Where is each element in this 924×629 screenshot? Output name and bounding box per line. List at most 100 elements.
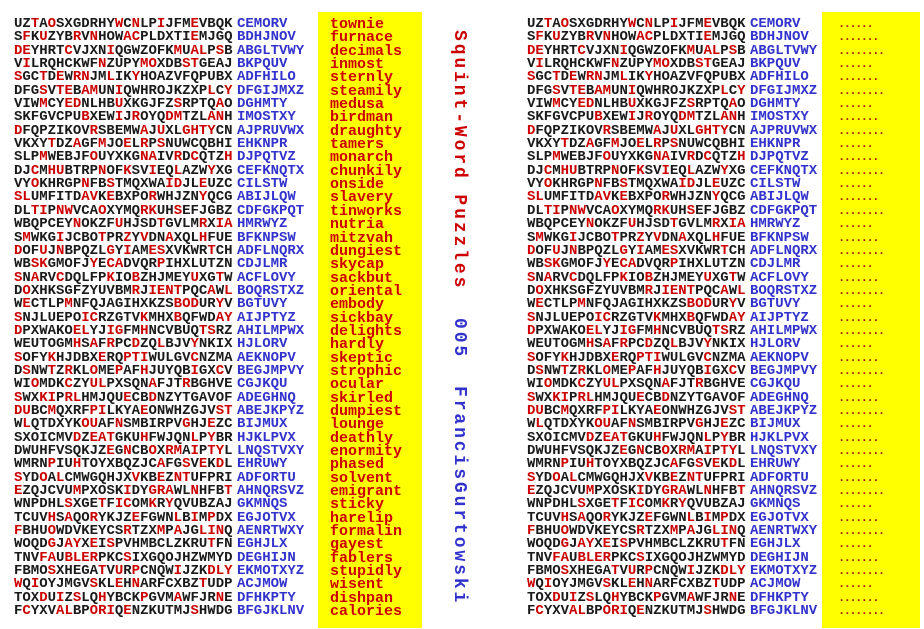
answer-dots-row: ....... [838,270,879,285]
hint-row: ABIJLQW [237,189,296,206]
hidden-word-letter: R [585,29,595,46]
hidden-word-letter: S [173,202,183,219]
hidden-word-letter: I [619,322,628,339]
hidden-word-letter: Y [165,496,174,513]
hidden-word-letter: A [703,42,712,59]
letter-row: FBMOSXHEGATVURPCNQWIJZKDLY [14,563,233,580]
answer-dots-row: ...... [838,297,874,312]
answer-dots-row: ...... [838,177,874,192]
hidden-word-letter: B [686,309,696,326]
hidden-word-letter: N [81,69,90,86]
hidden-word-letter: Y [737,563,746,580]
hidden-word-letter: S [156,242,166,259]
hint-row: ADFHILO [237,69,296,86]
hidden-word-letter: I [114,496,124,513]
hint-row: EHKNPR [750,136,801,153]
hidden-word-letter: W [14,576,23,593]
answer-word: dungiest [330,242,403,260]
hidden-word-letter: O [560,16,570,32]
hidden-word-letter: U [190,269,199,286]
hidden-word-letter: R [89,549,99,566]
hint-row: BEGJMPVY [237,362,305,379]
letter-row: DSNWTZRKLOMEPAFHJUYQBIGXCV [14,362,233,379]
hidden-word-letter: D [14,242,23,259]
hidden-word-letter: S [14,309,23,326]
hidden-word-letter: I [728,216,738,233]
hidden-word-letter: A [165,229,174,246]
letter-row: VYOKHRGPNFBSTMQXWAIDJLEUZC [14,176,233,193]
hidden-word-letter: L [106,69,115,86]
hidden-word-letter: A [594,82,603,99]
hidden-word-letter: G [148,483,157,500]
hidden-word-letter: L [585,549,595,566]
hint-row: CEFKNQTX [750,162,818,179]
hidden-word-letter: E [131,509,141,526]
hidden-word-letter: P [653,589,662,606]
hidden-word-letter: Y [703,336,712,353]
hint-row: ABEJKPYZ [237,402,305,419]
letter-row: DFGSVTEBAMUNIQWHROJKZXPLCY [527,82,746,99]
letter-row: DEYHRTCVJXNIQGWZOFKMUALPSB [14,42,233,59]
hidden-word-letter: E [56,69,65,86]
hidden-word-letter: O [543,176,553,193]
hidden-word-letter: I [56,229,65,246]
hidden-word-letter: K [653,309,662,326]
answer-dots-row: ....... [838,310,879,325]
hidden-word-letter: I [636,242,645,259]
hidden-word-letter: N [627,416,637,433]
hint-row: AHNQRSVZ [750,483,818,500]
hidden-word-letter: I [627,496,637,513]
hidden-word-letter: T [98,563,107,580]
hidden-word-letter: O [182,296,191,313]
hidden-word-letter: Y [198,189,208,206]
hidden-word-letter: T [560,136,570,153]
hidden-word-letter: G [627,322,637,339]
letter-row: WQIOYJMGVSKLEHNARFCXBZTUDP [14,576,233,593]
hidden-word-letter: A [720,282,729,299]
hidden-word-letter: I [47,389,57,406]
hidden-word-letter: R [198,216,208,233]
letter-row: DOXHKSGFZYUVBMRJIENTPQCAWL [527,282,746,299]
hidden-word-letter: S [14,389,23,406]
hidden-word-letter: I [569,589,578,606]
hint-row: ADFLNQRX [237,242,305,259]
hidden-word-letter: L [711,523,721,540]
hidden-word-letter: N [644,576,654,593]
hidden-word-letter: T [198,576,208,593]
hidden-word-letter: C [602,309,612,326]
hidden-word-letter: G [695,122,704,139]
hidden-word-letter: T [569,82,578,99]
hidden-word-letter: M [669,523,679,540]
hidden-word-letter: W [527,576,536,593]
hidden-word-letter: C [89,309,99,326]
hidden-word-letter: S [686,96,696,113]
hidden-word-letter: E [14,483,23,500]
answer-word: sackbut [330,269,394,287]
hidden-word-letter: G [47,536,57,553]
left-answer-panel-background [318,12,422,628]
letter-row: UZTAOSXGDRHYWCNLPIJFMEVBQK [14,16,233,32]
hidden-word-letter: T [737,402,746,419]
right-letter-grid: UZTAOSXGDRHYWCNLPIJFMEVBQK SFKUZYBRVNHOWA… [527,16,746,620]
hidden-word-letter: F [14,523,23,540]
hidden-word-letter: N [611,162,620,179]
hidden-word-letter: D [527,402,536,419]
answer-dots-row: ....... [838,150,879,165]
hidden-word-letter: E [703,29,712,46]
hidden-word-letter: I [190,443,199,459]
hidden-word-letter: A [577,536,586,553]
hidden-word-letter: Y [737,82,746,99]
hidden-word-letter: T [728,269,738,286]
hint-row: EKMOTXYZ [237,563,305,580]
answer-dots-row: ........ [838,524,885,539]
hidden-word-letter: C [190,149,199,166]
hidden-word-letter: N [644,16,654,32]
letter-row: FBHUOWDVKEYCSRTZXMPAJGLINQ [14,523,233,540]
letter-row: SYDOALCMWGQHJXVKBEZNTUFPRI [14,469,233,486]
hidden-word-letter: Y [737,309,746,326]
hint-row: CILSTW [750,176,801,193]
letter-row: SLUMFITDAVKEBXPORWHJZNYQCG [527,189,746,206]
hidden-word-letter: R [711,216,721,233]
hidden-word-letter: C [535,603,544,620]
hidden-word-letter: B [577,549,586,566]
